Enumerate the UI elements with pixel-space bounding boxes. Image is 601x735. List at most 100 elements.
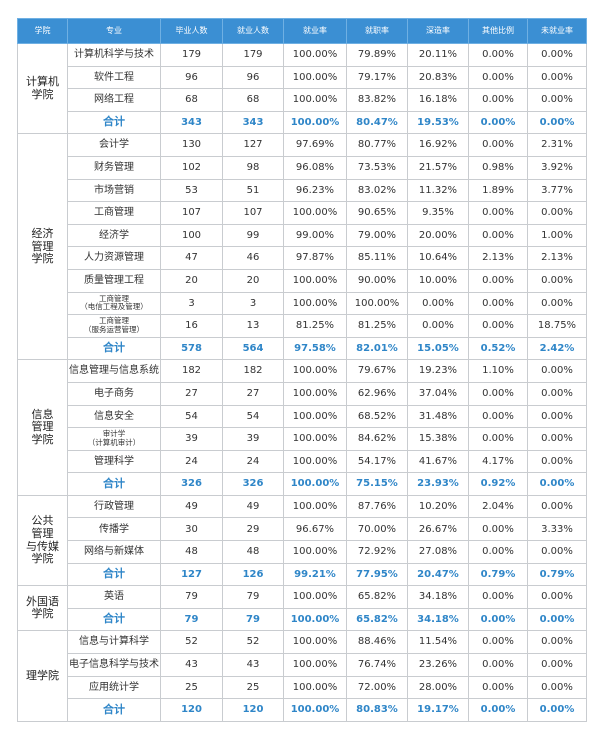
data-row: 软件工程 96 96 100.00% 79.17% 20.83% 0.00% 0.00% bbox=[18, 65, 587, 90]
data-row: 电子信息科学与技术 43 43 100.00% 76.74% 23.26% 0.00% 0.0… bbox=[18, 653, 587, 677]
total-value: 100.00% bbox=[283, 472, 347, 496]
value-cell: 18.75% bbox=[527, 314, 587, 338]
value-cell: 0.98% bbox=[468, 155, 528, 180]
value-cell: 0.00% bbox=[468, 427, 528, 451]
value-cell: 19.23% bbox=[407, 359, 469, 383]
value-cell: 0.00% bbox=[527, 653, 587, 677]
value-cell: 0.00% bbox=[407, 291, 469, 316]
value-cell: 10.00% bbox=[407, 268, 469, 293]
data-row: 审计学 （计算机审计） 39 39 100.00% 84.62% 15.38% 0.00% 0… bbox=[18, 427, 587, 451]
total-label: 合计 bbox=[67, 110, 161, 135]
value-cell: 80.77% bbox=[346, 133, 408, 157]
value-cell: 100.00% bbox=[283, 359, 347, 383]
total-label: 合计 bbox=[67, 336, 161, 361]
value-cell: 0.00% bbox=[468, 517, 528, 542]
value-cell: 0.00% bbox=[468, 133, 528, 157]
value-cell: 0.00% bbox=[468, 268, 528, 293]
total-label: 合计 bbox=[67, 472, 161, 496]
major-cell: 质量管理工程 bbox=[67, 268, 161, 293]
value-cell: 84.62% bbox=[346, 427, 408, 451]
header-cell: 就业人数 bbox=[222, 18, 284, 44]
college-cell: 计算机 学院 bbox=[17, 42, 68, 135]
data-row: 工商管理 （服务运营管理） 16 13 81.25% 81.25% 0.00% 0.00% 1… bbox=[18, 314, 587, 338]
value-cell: 0.00% bbox=[468, 201, 528, 225]
value-cell: 52 bbox=[222, 630, 284, 655]
total-value: 0.00% bbox=[468, 698, 528, 722]
value-cell: 54 bbox=[222, 404, 284, 429]
data-row: 外国语 学院 英语 79 79 100.00% 65.82% 34.18% 0.00% 0.00… bbox=[17, 585, 587, 632]
data-row: 计算机 学院 计算机科学与技术 179 179 100.00% 79.89% 20.11% 0… bbox=[17, 42, 587, 135]
data-row: 市场营销 53 51 96.23% 83.02% 11.32% 1.89% 3.77% bbox=[18, 178, 587, 203]
value-cell: 100 bbox=[160, 223, 223, 248]
data-row: 传播学 30 29 96.67% 70.00% 26.67% 0.00% 3.33% bbox=[18, 517, 587, 542]
value-cell: 182 bbox=[160, 359, 223, 383]
value-cell: 27 bbox=[160, 381, 223, 406]
total-value: 127 bbox=[160, 562, 223, 587]
total-value: 100.00% bbox=[283, 698, 347, 722]
value-cell: 0.00% bbox=[468, 381, 528, 406]
value-cell: 0.00% bbox=[527, 268, 587, 293]
value-cell: 0.00% bbox=[527, 427, 587, 451]
value-cell: 0.00% bbox=[468, 291, 528, 316]
total-label: 合计 bbox=[67, 607, 161, 632]
value-cell: 79 bbox=[160, 585, 223, 609]
value-cell: 29 bbox=[222, 517, 284, 542]
major-cell: 电子信息科学与技术 bbox=[67, 653, 161, 677]
table-body: 计算机 学院 计算机科学与技术 179 179 100.00% 79.89% 20.11% 0… bbox=[17, 42, 587, 722]
value-cell: 88.46% bbox=[346, 630, 408, 655]
value-cell: 0.00% bbox=[468, 630, 528, 655]
major-cell: 会计学 bbox=[67, 133, 161, 157]
value-cell: 48 bbox=[222, 540, 284, 564]
value-cell: 0.00% bbox=[527, 88, 587, 112]
value-cell: 0.00% bbox=[527, 494, 587, 519]
value-cell: 48 bbox=[160, 540, 223, 564]
value-cell: 4.17% bbox=[468, 449, 528, 474]
value-cell: 96 bbox=[160, 65, 223, 90]
table-wrap: 学院 专业 毕业人数 就业人数 就业率 就职率 深造率 其他比例 未就业率 计算机 学院 计算机科… bbox=[17, 18, 587, 722]
value-cell: 100.00% bbox=[283, 540, 347, 564]
value-cell: 20.00% bbox=[407, 223, 469, 248]
value-cell: 0.00% bbox=[527, 65, 587, 90]
value-cell: 182 bbox=[222, 359, 284, 383]
value-cell: 20.83% bbox=[407, 65, 469, 90]
major-cell: 网络与新媒体 bbox=[67, 540, 161, 564]
total-value: 23.93% bbox=[407, 472, 469, 496]
value-cell: 79.00% bbox=[346, 223, 408, 248]
value-cell: 52 bbox=[160, 630, 223, 655]
major-cell: 经济学 bbox=[67, 223, 161, 248]
value-cell: 97.87% bbox=[283, 246, 347, 270]
value-cell: 2.31% bbox=[527, 133, 587, 157]
value-cell: 130 bbox=[160, 133, 223, 157]
major-cell: 行政管理 bbox=[67, 494, 161, 519]
value-cell: 2.13% bbox=[527, 246, 587, 270]
major-cell: 管理科学 bbox=[67, 449, 161, 474]
value-cell: 102 bbox=[160, 155, 223, 180]
value-cell: 0.00% bbox=[468, 404, 528, 429]
total-value: 0.00% bbox=[527, 472, 587, 496]
value-cell: 76.74% bbox=[346, 653, 408, 677]
value-cell: 0.00% bbox=[527, 359, 587, 383]
value-cell: 179 bbox=[160, 43, 223, 67]
value-cell: 41.67% bbox=[407, 449, 469, 474]
major-cell: 财务管理 bbox=[67, 155, 161, 180]
major-cell: 网络工程 bbox=[67, 88, 161, 112]
total-value: 34.18% bbox=[407, 607, 469, 632]
value-cell: 98 bbox=[222, 155, 284, 180]
total-value: 0.79% bbox=[468, 562, 528, 587]
total-value: 20.47% bbox=[407, 562, 469, 587]
data-row: 公共 管理 与传媒 学院 行政管理 49 49 100.00% 87.76% 10.20% 2… bbox=[17, 494, 587, 587]
value-cell: 9.35% bbox=[407, 201, 469, 225]
value-cell: 100.00% bbox=[283, 268, 347, 293]
value-cell: 70.00% bbox=[346, 517, 408, 542]
header-cell: 学院 bbox=[17, 18, 68, 44]
total-value: 120 bbox=[222, 698, 284, 722]
value-cell: 3.77% bbox=[527, 178, 587, 203]
data-row: 财务管理 102 98 96.08% 73.53% 21.57% 0.98% 3.92% bbox=[18, 155, 587, 180]
data-row: 信息 管理 学院 信息管理与信息系统 182 182 100.00% 79.67% 19.2… bbox=[17, 359, 587, 496]
data-row: 工商管理 （电信工程及管理） 3 3 100.00% 100.00% 0.00% 0.00%… bbox=[18, 291, 587, 316]
value-cell: 13 bbox=[222, 314, 284, 338]
value-cell: 0.00% bbox=[468, 675, 528, 700]
data-row: 工商管理 107 107 100.00% 90.65% 9.35% 0.00% 0.00% bbox=[18, 201, 587, 225]
total-value: 0.79% bbox=[527, 562, 587, 587]
